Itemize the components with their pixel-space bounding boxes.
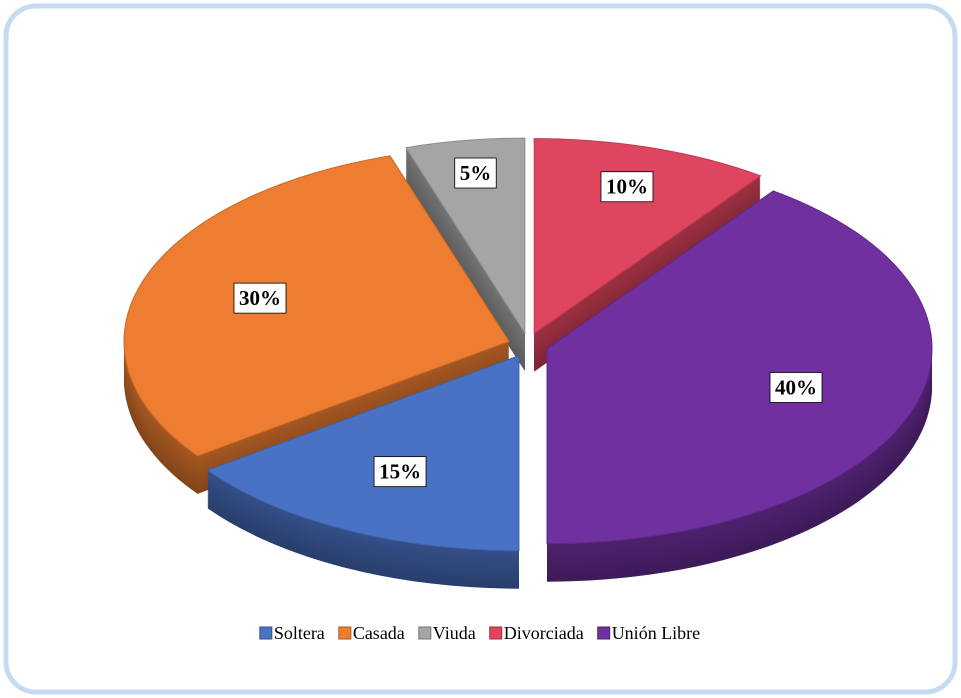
data-label-text: 30% [239,286,281,310]
pie [123,137,933,589]
pie-slice [123,155,510,457]
legend-swatch [597,626,611,640]
data-label-box [373,456,427,488]
data-label-box [454,157,497,189]
data-label: 30% [233,282,287,314]
legend-label: Soltera [274,623,325,643]
legend-swatch [489,626,503,640]
legend-label: Divorciada [504,623,584,643]
legend-label: Casada [353,623,405,643]
pie-slice [206,354,520,552]
data-label-text: 10% [606,175,648,199]
legend: Soltera Casada Viuda Divorciada Unión Libre [259,623,700,643]
legend-swatch [338,626,352,640]
data-label-box [233,282,287,314]
data-label-text: 15% [379,460,421,484]
data-label: 15% [373,456,427,488]
legend-swatch [418,626,432,640]
data-label-box [600,171,654,203]
data-label: 10% [600,171,654,203]
data-label: 5% [454,157,497,189]
legend-label: Unión Libre [612,623,700,643]
pie-slice [546,190,933,545]
data-label-box [769,372,823,403]
pie-slice [533,138,762,335]
data-label: 40% [769,372,823,403]
legend-swatch [259,626,273,640]
data-label-text: 40% [775,375,817,399]
data-label-text: 5% [460,161,492,185]
legend-label: Viuda [433,623,476,643]
